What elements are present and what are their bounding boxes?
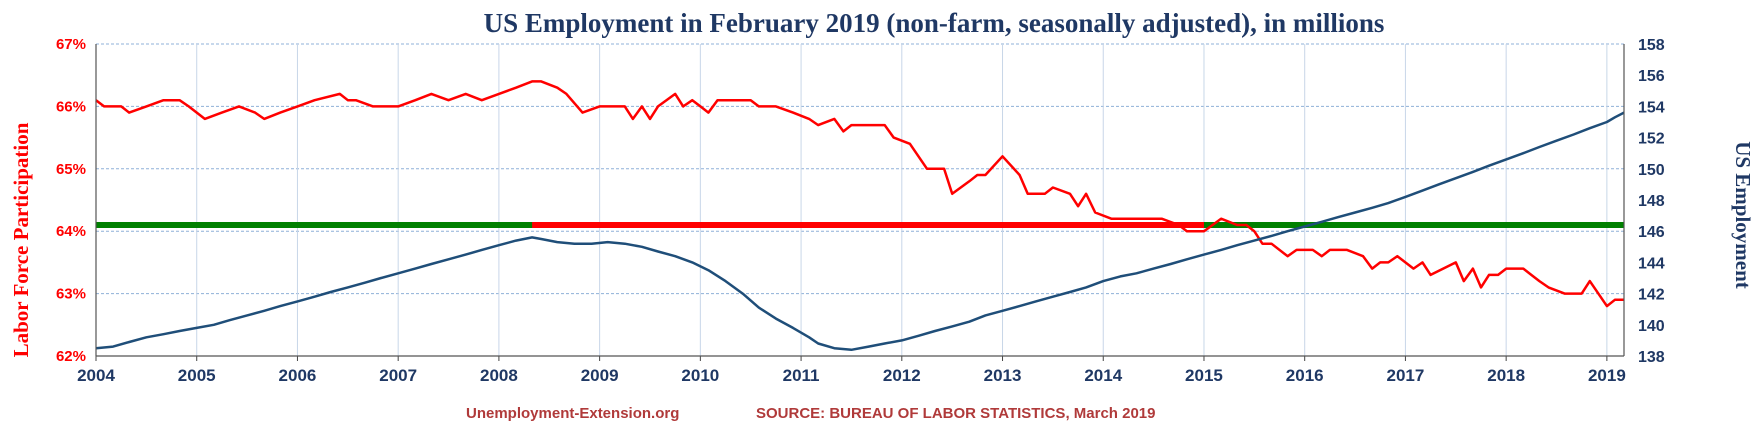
x-tick-label: 2015 [1185, 366, 1223, 385]
x-tick-label: 2008 [480, 366, 518, 385]
x-tick-label: 2011 [783, 366, 820, 385]
x-tick-label: 2017 [1387, 366, 1425, 385]
y-left-tick-label: 65% [56, 161, 86, 178]
x-tick-label: 2010 [681, 366, 719, 385]
x-tick-label: 2014 [1084, 366, 1122, 385]
x-tick-label: 2007 [379, 366, 417, 385]
y-left-tick-label: 66% [56, 98, 86, 115]
x-tick-label: 2005 [178, 366, 216, 385]
x-tick-label: 2016 [1286, 366, 1324, 385]
x-tick-label: 2018 [1487, 366, 1525, 385]
y-right-tick-label: 156 [1638, 68, 1665, 85]
y-right-tick-label: 150 [1638, 162, 1665, 179]
y-axis-right-label: US Employment [1731, 141, 1754, 289]
y-right-tick-label: 148 [1638, 193, 1665, 210]
y-right-tick-label: 138 [1638, 349, 1665, 366]
x-tick-label: 2004 [77, 366, 115, 385]
y-left-tick-label: 64% [56, 223, 86, 240]
y-right-tick-label: 158 [1638, 37, 1665, 54]
footer-right: SOURCE: BUREAU OF LABOR STATISTICS, Marc… [756, 405, 1156, 422]
y-left-tick-label: 62% [56, 348, 86, 365]
y-axis-left-label: Labor Force Participation [9, 122, 33, 357]
y-right-tick-label: 144 [1638, 255, 1665, 272]
y-right-tick-label: 140 [1638, 318, 1665, 335]
y-right-tick-label: 154 [1638, 99, 1665, 116]
x-tick-label: 2012 [883, 366, 921, 385]
footer-left: Unemployment-Extension.org [466, 405, 679, 422]
tick-labels: 62% 63% 64% 65% 66% 67% 138 140 142 144 146 148 150 1… [56, 36, 1665, 385]
x-tick-label: 2006 [279, 366, 317, 385]
y-right-tick-label: 146 [1638, 224, 1665, 241]
y-right-tick-label: 152 [1638, 131, 1665, 148]
x-tick-label: 2013 [984, 366, 1022, 385]
gridlines [95, 43, 1624, 357]
chart-title: US Employment in February 2019 (non-farm… [484, 8, 1385, 38]
employment-line [95, 111, 1625, 352]
y-right-tick-label: 142 [1638, 287, 1665, 304]
axes [95, 44, 1625, 361]
y-left-tick-label: 67% [56, 36, 86, 53]
x-tick-label: 2019 [1588, 366, 1626, 385]
y-left-tick-label: 63% [56, 286, 86, 303]
series-group [95, 80, 1625, 352]
x-tick-label: 2009 [581, 366, 619, 385]
participation-line [95, 80, 1624, 308]
